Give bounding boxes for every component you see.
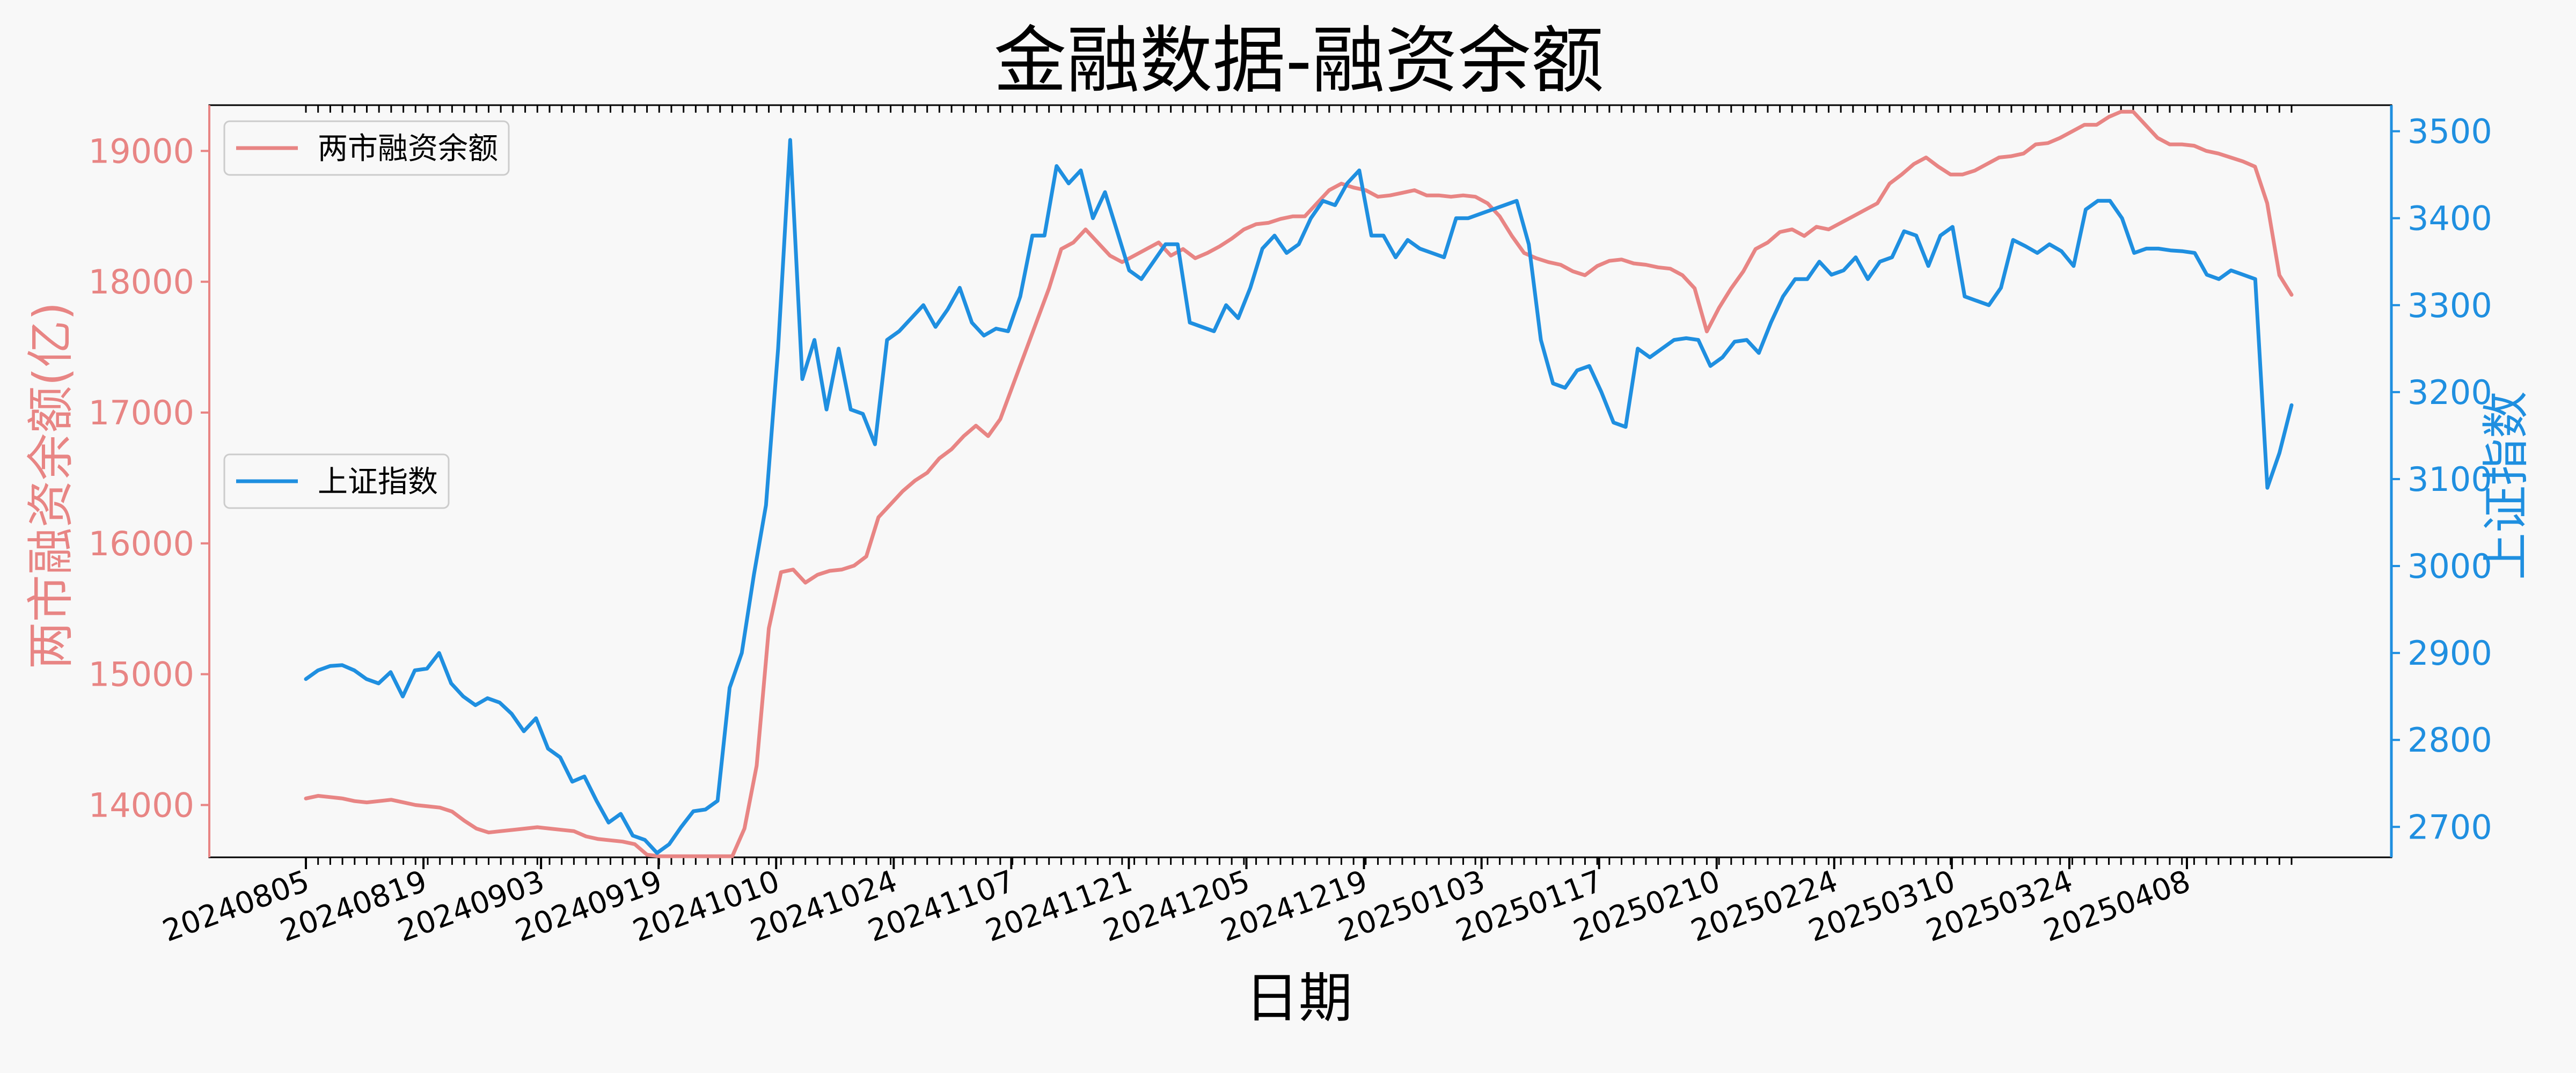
left-tick-label: 16000 — [89, 524, 194, 563]
legend-box — [223, 120, 510, 176]
left-axis: 14000 15000 16000 17000 18000 19000 — [89, 105, 210, 857]
right-tick-label: 2800 — [2407, 721, 2492, 760]
legend-financing-balance: 两市融资余额 — [223, 120, 510, 176]
left-tick-label: 15000 — [89, 655, 194, 694]
left-tick-label: 17000 — [89, 393, 194, 432]
right-axis-label: 上证指数 — [2478, 391, 2534, 580]
right-tick-label: 3100 — [2407, 460, 2492, 499]
x-axis-label: 日期 — [1245, 967, 1352, 1030]
right-tick-label: 3000 — [2407, 547, 2492, 586]
right-tick-label: 3400 — [2407, 199, 2492, 238]
right-tick-label: 2900 — [2407, 634, 2492, 673]
right-axis: 2700 2800 2900 3000 3100 3200 3300 3400 3500 — [2390, 105, 2492, 857]
legend-label: 两市融资余额 — [318, 131, 498, 166]
right-tick-label: 2700 — [2407, 807, 2492, 847]
right-tick-label: 3300 — [2407, 286, 2492, 325]
legend-sse-index: 上证指数 — [223, 453, 450, 509]
series-line — [304, 138, 2294, 855]
chart-title: 金融数据-融资余额 — [993, 19, 1604, 104]
top-minor-ticks — [305, 105, 2293, 113]
legend-label: 上证指数 — [318, 465, 438, 499]
x-axis: 2024080520240819202409032024091920241010… — [158, 857, 2293, 949]
left-tick-label: 19000 — [89, 131, 194, 171]
right-tick-label: 3500 — [2407, 112, 2492, 151]
legend-box — [223, 453, 450, 509]
series-line — [304, 109, 2294, 858]
left-tick-label: 14000 — [89, 785, 194, 825]
left-axis-label: 两市融资余额(亿) — [23, 302, 78, 670]
series-lines — [304, 109, 2294, 858]
right-tick-label: 3200 — [2407, 373, 2492, 412]
left-tick-label: 18000 — [89, 262, 194, 302]
